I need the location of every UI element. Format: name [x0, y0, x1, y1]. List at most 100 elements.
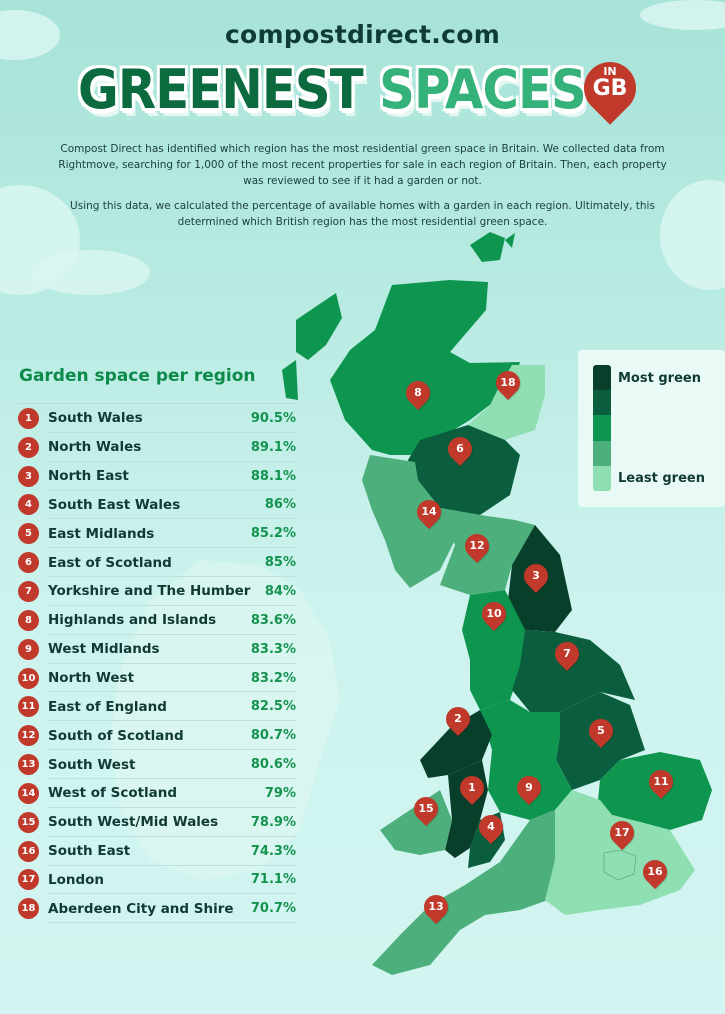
list-item: 4 South East Wales 86%: [18, 491, 296, 520]
map-pin-number: 13: [428, 900, 444, 913]
list-item: 16 South East 74.3%: [18, 837, 296, 866]
region-name: North East: [48, 468, 129, 485]
map-pin-number: 12: [469, 539, 485, 552]
region-value: 74.3%: [250, 843, 296, 859]
list-item: 10 North West 83.2%: [18, 664, 296, 693]
region-value: 85.2%: [250, 526, 296, 542]
map-pin-number: 6: [456, 442, 464, 455]
region-value: 71.1%: [250, 872, 296, 888]
map-legend: Most green Least green: [578, 350, 725, 507]
ireland-outline: [110, 560, 340, 880]
map-pin-region-3: 3: [519, 559, 553, 596]
map-pin-region-16: 16: [638, 855, 672, 892]
region-value: 78.9%: [250, 814, 296, 830]
region-6-east-scotland: [408, 425, 520, 515]
region-name: South East: [48, 843, 131, 860]
map-pin-number: 17: [614, 826, 630, 839]
region-name: South East Wales: [48, 496, 181, 513]
region-value: 83.6%: [250, 612, 296, 628]
list-item: 13 South West 80.6%: [18, 750, 296, 779]
legend-swatch-4: [593, 440, 611, 466]
region-name: South of Scotland: [48, 727, 184, 744]
rank-badge: 2: [18, 436, 39, 458]
region-name: South West/Mid Wales: [48, 814, 219, 831]
rank-badge: 18: [18, 898, 39, 920]
map-pin-number: 10: [486, 607, 502, 620]
map-pin-region-7: 7: [550, 637, 584, 674]
list-item: 11 East of England 82.5%: [18, 692, 296, 722]
rank-badge: 11: [18, 696, 39, 718]
list-item: 2 North Wales 89.1%: [18, 433, 296, 462]
region-value: 80.6%: [250, 757, 296, 773]
map-pin-region-15: 15: [409, 792, 443, 829]
rank-badge: 4: [18, 494, 39, 516]
map-pin-number: 15: [418, 802, 434, 815]
rank-badge: 16: [18, 840, 39, 862]
map-pin-region-12: 12: [460, 529, 494, 566]
map-pin-region-13: 13: [419, 890, 453, 927]
region-name: East of Scotland: [48, 554, 172, 571]
map-pin-region-2: 2: [441, 702, 475, 739]
badge-gb-text: GB: [592, 76, 628, 101]
rank-badge: 12: [18, 725, 39, 747]
map-pin-region-4: 4: [474, 810, 508, 847]
rank-badge: 7: [18, 580, 39, 602]
legend-label-most: Most green: [618, 371, 701, 386]
region-value: 89.1%: [250, 439, 296, 455]
map-pin-number: 16: [647, 865, 663, 878]
intro-text: Compost Direct has identified which regi…: [50, 141, 675, 230]
rank-badge: 13: [18, 754, 39, 776]
region-value: 85%: [264, 555, 296, 571]
title-word-spaces: SPACES: [379, 58, 587, 121]
map-pin-region-6: 6: [443, 432, 477, 469]
map-pin-number: 14: [421, 505, 437, 518]
region-name: East Midlands: [48, 525, 155, 542]
map-pin-region-18: 18: [491, 366, 525, 403]
map-pin-number: 5: [597, 724, 605, 737]
rank-badge: 14: [18, 782, 39, 804]
rank-badge: 10: [18, 667, 39, 689]
legend-label-least: Least green: [618, 471, 705, 486]
list-title: Garden space per region: [19, 366, 256, 386]
map-pin-number: 18: [500, 376, 516, 389]
map-pin-region-17: 17: [605, 816, 639, 853]
region-value: 86%: [264, 497, 296, 513]
legend-swatch-2: [593, 390, 611, 416]
rank-badge: 5: [18, 523, 39, 545]
region-value: 80.7%: [250, 728, 296, 744]
rank-badge: 6: [18, 552, 39, 574]
rank-badge: 8: [18, 609, 39, 631]
region-9-west-midlands: [480, 700, 572, 820]
list-item: 18 Aberdeen City and Shire 70.7%: [18, 894, 296, 924]
region-name: South West: [48, 756, 136, 773]
region-name: Aberdeen City and Shire: [48, 900, 234, 917]
map-pin-region-11: 11: [644, 765, 678, 802]
brand-logo: compostdirect.com: [224, 20, 501, 49]
region-name: Yorkshire and The Humber: [48, 583, 251, 600]
legend-swatch-most: [593, 365, 611, 391]
badge-in-text: IN: [603, 65, 617, 78]
region-value: 79%: [264, 785, 296, 801]
list-item: 8 Highlands and Islands 83.6%: [18, 606, 296, 635]
list-item: 17 London 71.1%: [18, 866, 296, 895]
region-value: 90.5%: [250, 410, 296, 426]
region-value: 70.7%: [250, 901, 296, 917]
region-name: West Midlands: [48, 641, 160, 658]
list-item: 3 North East 88.1%: [18, 462, 296, 491]
rank-badge: 9: [18, 638, 39, 660]
list-item: 1 South Wales 90.5%: [18, 404, 296, 433]
list-item: 15 South West/Mid Wales 78.9%: [18, 808, 296, 837]
rank-badge: 1: [18, 407, 39, 429]
legend-swatch-least: [593, 465, 611, 491]
region-value: 82.5%: [250, 699, 296, 715]
rank-badge: 17: [18, 869, 39, 891]
list-item: 6 East of Scotland 85%: [18, 548, 296, 577]
region-name: South Wales: [48, 410, 143, 427]
region-10-north-west: [462, 590, 525, 710]
map-pin-region-9: 9: [512, 771, 546, 808]
region-value: 83.2%: [250, 670, 296, 686]
legend-swatch-3: [593, 415, 611, 441]
map-pin-number: 11: [653, 775, 669, 788]
map-pin-region-10: 10: [477, 597, 511, 634]
region-name: London: [48, 871, 105, 888]
